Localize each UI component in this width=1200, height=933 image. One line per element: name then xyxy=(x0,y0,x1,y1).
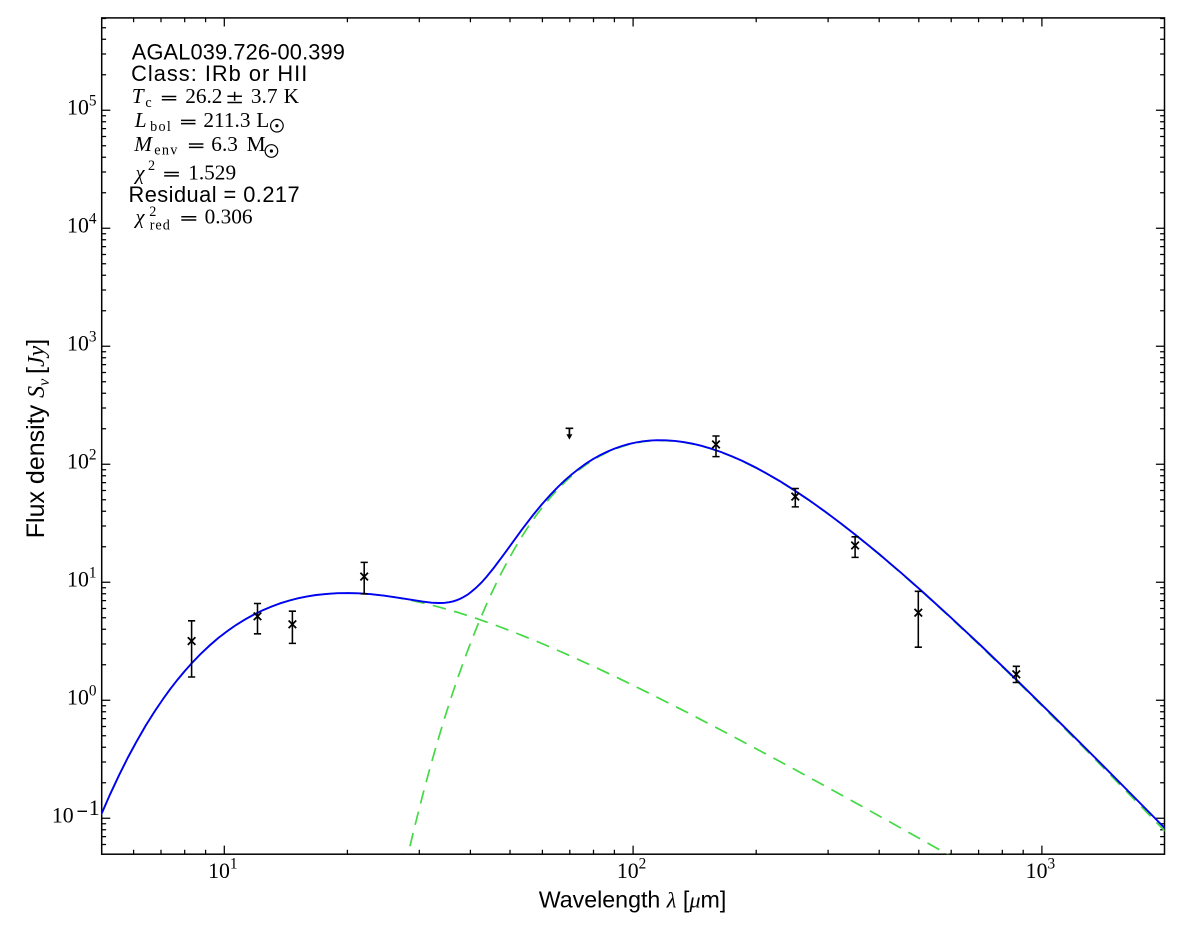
svg-text:2: 2 xyxy=(148,158,155,174)
svg-text:L: L xyxy=(256,108,269,132)
svg-text:101: 101 xyxy=(67,564,96,591)
svg-text:env: env xyxy=(154,143,178,159)
svg-text:c: c xyxy=(145,95,151,111)
svg-text:AGAL039.726-00.399: AGAL039.726-00.399 xyxy=(132,40,345,65)
svg-text:103: 103 xyxy=(67,328,97,355)
svg-text:10: 10 xyxy=(52,804,74,828)
svg-text:1.529: 1.529 xyxy=(188,160,236,184)
svg-text:105: 105 xyxy=(67,92,97,119)
svg-text:100: 100 xyxy=(67,682,97,709)
svg-text:K: K xyxy=(284,84,300,108)
svg-text:χ: χ xyxy=(134,207,146,229)
svg-text:0.306: 0.306 xyxy=(205,205,253,229)
svg-text:M: M xyxy=(133,132,153,156)
svg-text:26.2: 26.2 xyxy=(185,84,222,108)
svg-text:104: 104 xyxy=(67,210,97,237)
svg-text:Wavelength λ [μm]: Wavelength λ [μm] xyxy=(539,886,727,912)
svg-text:Class: IRb or HII: Class: IRb or HII xyxy=(131,61,308,86)
svg-text:2: 2 xyxy=(149,204,156,220)
svg-text:102: 102 xyxy=(67,446,96,473)
svg-text:L: L xyxy=(134,108,147,132)
svg-text:6.3: 6.3 xyxy=(211,132,238,156)
svg-text:T: T xyxy=(132,84,146,108)
svg-text:red: red xyxy=(150,217,171,233)
svg-text:M: M xyxy=(247,132,266,156)
svg-text:Residual = 0.217: Residual = 0.217 xyxy=(129,182,301,207)
svg-text:3.7: 3.7 xyxy=(251,84,278,108)
svg-text:bol: bol xyxy=(150,119,172,135)
svg-text:211.3: 211.3 xyxy=(203,108,250,132)
svg-text:103: 103 xyxy=(1026,856,1056,883)
svg-text:χ: χ xyxy=(134,162,146,184)
svg-text:1: 1 xyxy=(89,796,100,820)
svg-text:102: 102 xyxy=(617,856,646,883)
svg-text:Flux density Sν [Jy]: Flux density Sν [Jy] xyxy=(22,339,53,538)
svg-text:101: 101 xyxy=(208,856,237,883)
